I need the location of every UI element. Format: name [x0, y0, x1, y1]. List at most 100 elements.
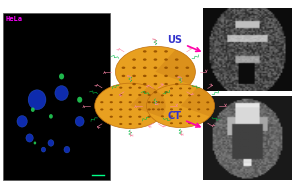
Circle shape [197, 108, 200, 110]
Circle shape [161, 94, 164, 96]
Circle shape [154, 58, 157, 61]
Circle shape [119, 101, 123, 103]
Circle shape [188, 115, 191, 117]
Circle shape [164, 50, 168, 53]
Circle shape [161, 101, 164, 103]
Circle shape [138, 123, 141, 125]
Ellipse shape [31, 108, 35, 112]
Circle shape [147, 101, 151, 103]
Circle shape [138, 101, 141, 103]
Ellipse shape [59, 74, 64, 79]
Circle shape [122, 67, 125, 69]
Circle shape [197, 101, 200, 103]
Circle shape [206, 101, 209, 103]
Circle shape [164, 67, 168, 69]
Circle shape [188, 94, 191, 96]
Circle shape [115, 46, 195, 97]
Circle shape [138, 94, 141, 96]
Circle shape [95, 83, 166, 129]
Ellipse shape [55, 86, 68, 101]
Circle shape [188, 101, 191, 103]
Ellipse shape [77, 97, 82, 103]
Circle shape [164, 83, 168, 85]
Circle shape [170, 101, 173, 103]
Circle shape [143, 50, 147, 53]
Circle shape [119, 116, 123, 118]
Text: CT: CT [167, 111, 200, 127]
Circle shape [175, 58, 178, 61]
Circle shape [197, 115, 200, 117]
Ellipse shape [41, 147, 46, 152]
Circle shape [119, 108, 123, 111]
Text: HeLa: HeLa [6, 16, 23, 22]
Ellipse shape [28, 90, 46, 110]
Circle shape [188, 108, 191, 110]
Circle shape [164, 58, 168, 61]
Wedge shape [181, 87, 215, 117]
Circle shape [175, 67, 178, 69]
Circle shape [128, 94, 132, 96]
Circle shape [206, 108, 209, 110]
Circle shape [122, 75, 125, 77]
Circle shape [179, 115, 182, 117]
Circle shape [170, 108, 173, 110]
Circle shape [152, 101, 155, 103]
Circle shape [170, 115, 173, 117]
Circle shape [170, 94, 173, 96]
Circle shape [138, 108, 141, 111]
Circle shape [170, 88, 173, 89]
Circle shape [143, 83, 147, 85]
Circle shape [175, 83, 178, 85]
Circle shape [110, 94, 113, 96]
Ellipse shape [49, 114, 53, 119]
Circle shape [179, 88, 182, 89]
Circle shape [161, 108, 164, 110]
Circle shape [128, 87, 132, 89]
Ellipse shape [64, 146, 70, 153]
Circle shape [164, 75, 168, 77]
Text: US: US [167, 36, 200, 51]
Circle shape [138, 116, 141, 118]
Circle shape [143, 58, 147, 61]
Circle shape [179, 108, 182, 110]
Ellipse shape [26, 134, 33, 142]
Wedge shape [155, 50, 195, 85]
Circle shape [128, 101, 132, 103]
Circle shape [128, 108, 132, 111]
FancyBboxPatch shape [3, 13, 110, 180]
Circle shape [175, 75, 178, 77]
Wedge shape [130, 86, 166, 117]
Circle shape [143, 91, 147, 93]
Circle shape [147, 116, 151, 118]
Ellipse shape [17, 115, 27, 127]
Circle shape [119, 94, 123, 96]
Circle shape [138, 87, 141, 89]
Circle shape [197, 94, 200, 96]
Circle shape [179, 101, 182, 103]
Circle shape [128, 116, 132, 118]
Circle shape [154, 50, 157, 53]
Circle shape [132, 83, 136, 85]
Circle shape [154, 83, 157, 85]
Ellipse shape [48, 140, 54, 146]
Circle shape [147, 94, 151, 96]
Circle shape [152, 108, 155, 110]
Circle shape [143, 75, 147, 77]
Circle shape [164, 91, 168, 93]
Circle shape [188, 88, 191, 89]
Circle shape [132, 58, 136, 61]
Ellipse shape [34, 141, 36, 144]
Circle shape [157, 101, 160, 103]
Circle shape [179, 122, 182, 124]
Circle shape [100, 108, 104, 111]
Circle shape [100, 101, 104, 103]
Circle shape [132, 75, 136, 77]
Circle shape [186, 67, 189, 69]
Circle shape [157, 108, 160, 111]
Circle shape [132, 67, 136, 69]
Circle shape [170, 122, 173, 124]
Circle shape [128, 123, 132, 125]
Circle shape [179, 94, 182, 96]
Circle shape [186, 75, 189, 77]
Circle shape [110, 116, 113, 118]
